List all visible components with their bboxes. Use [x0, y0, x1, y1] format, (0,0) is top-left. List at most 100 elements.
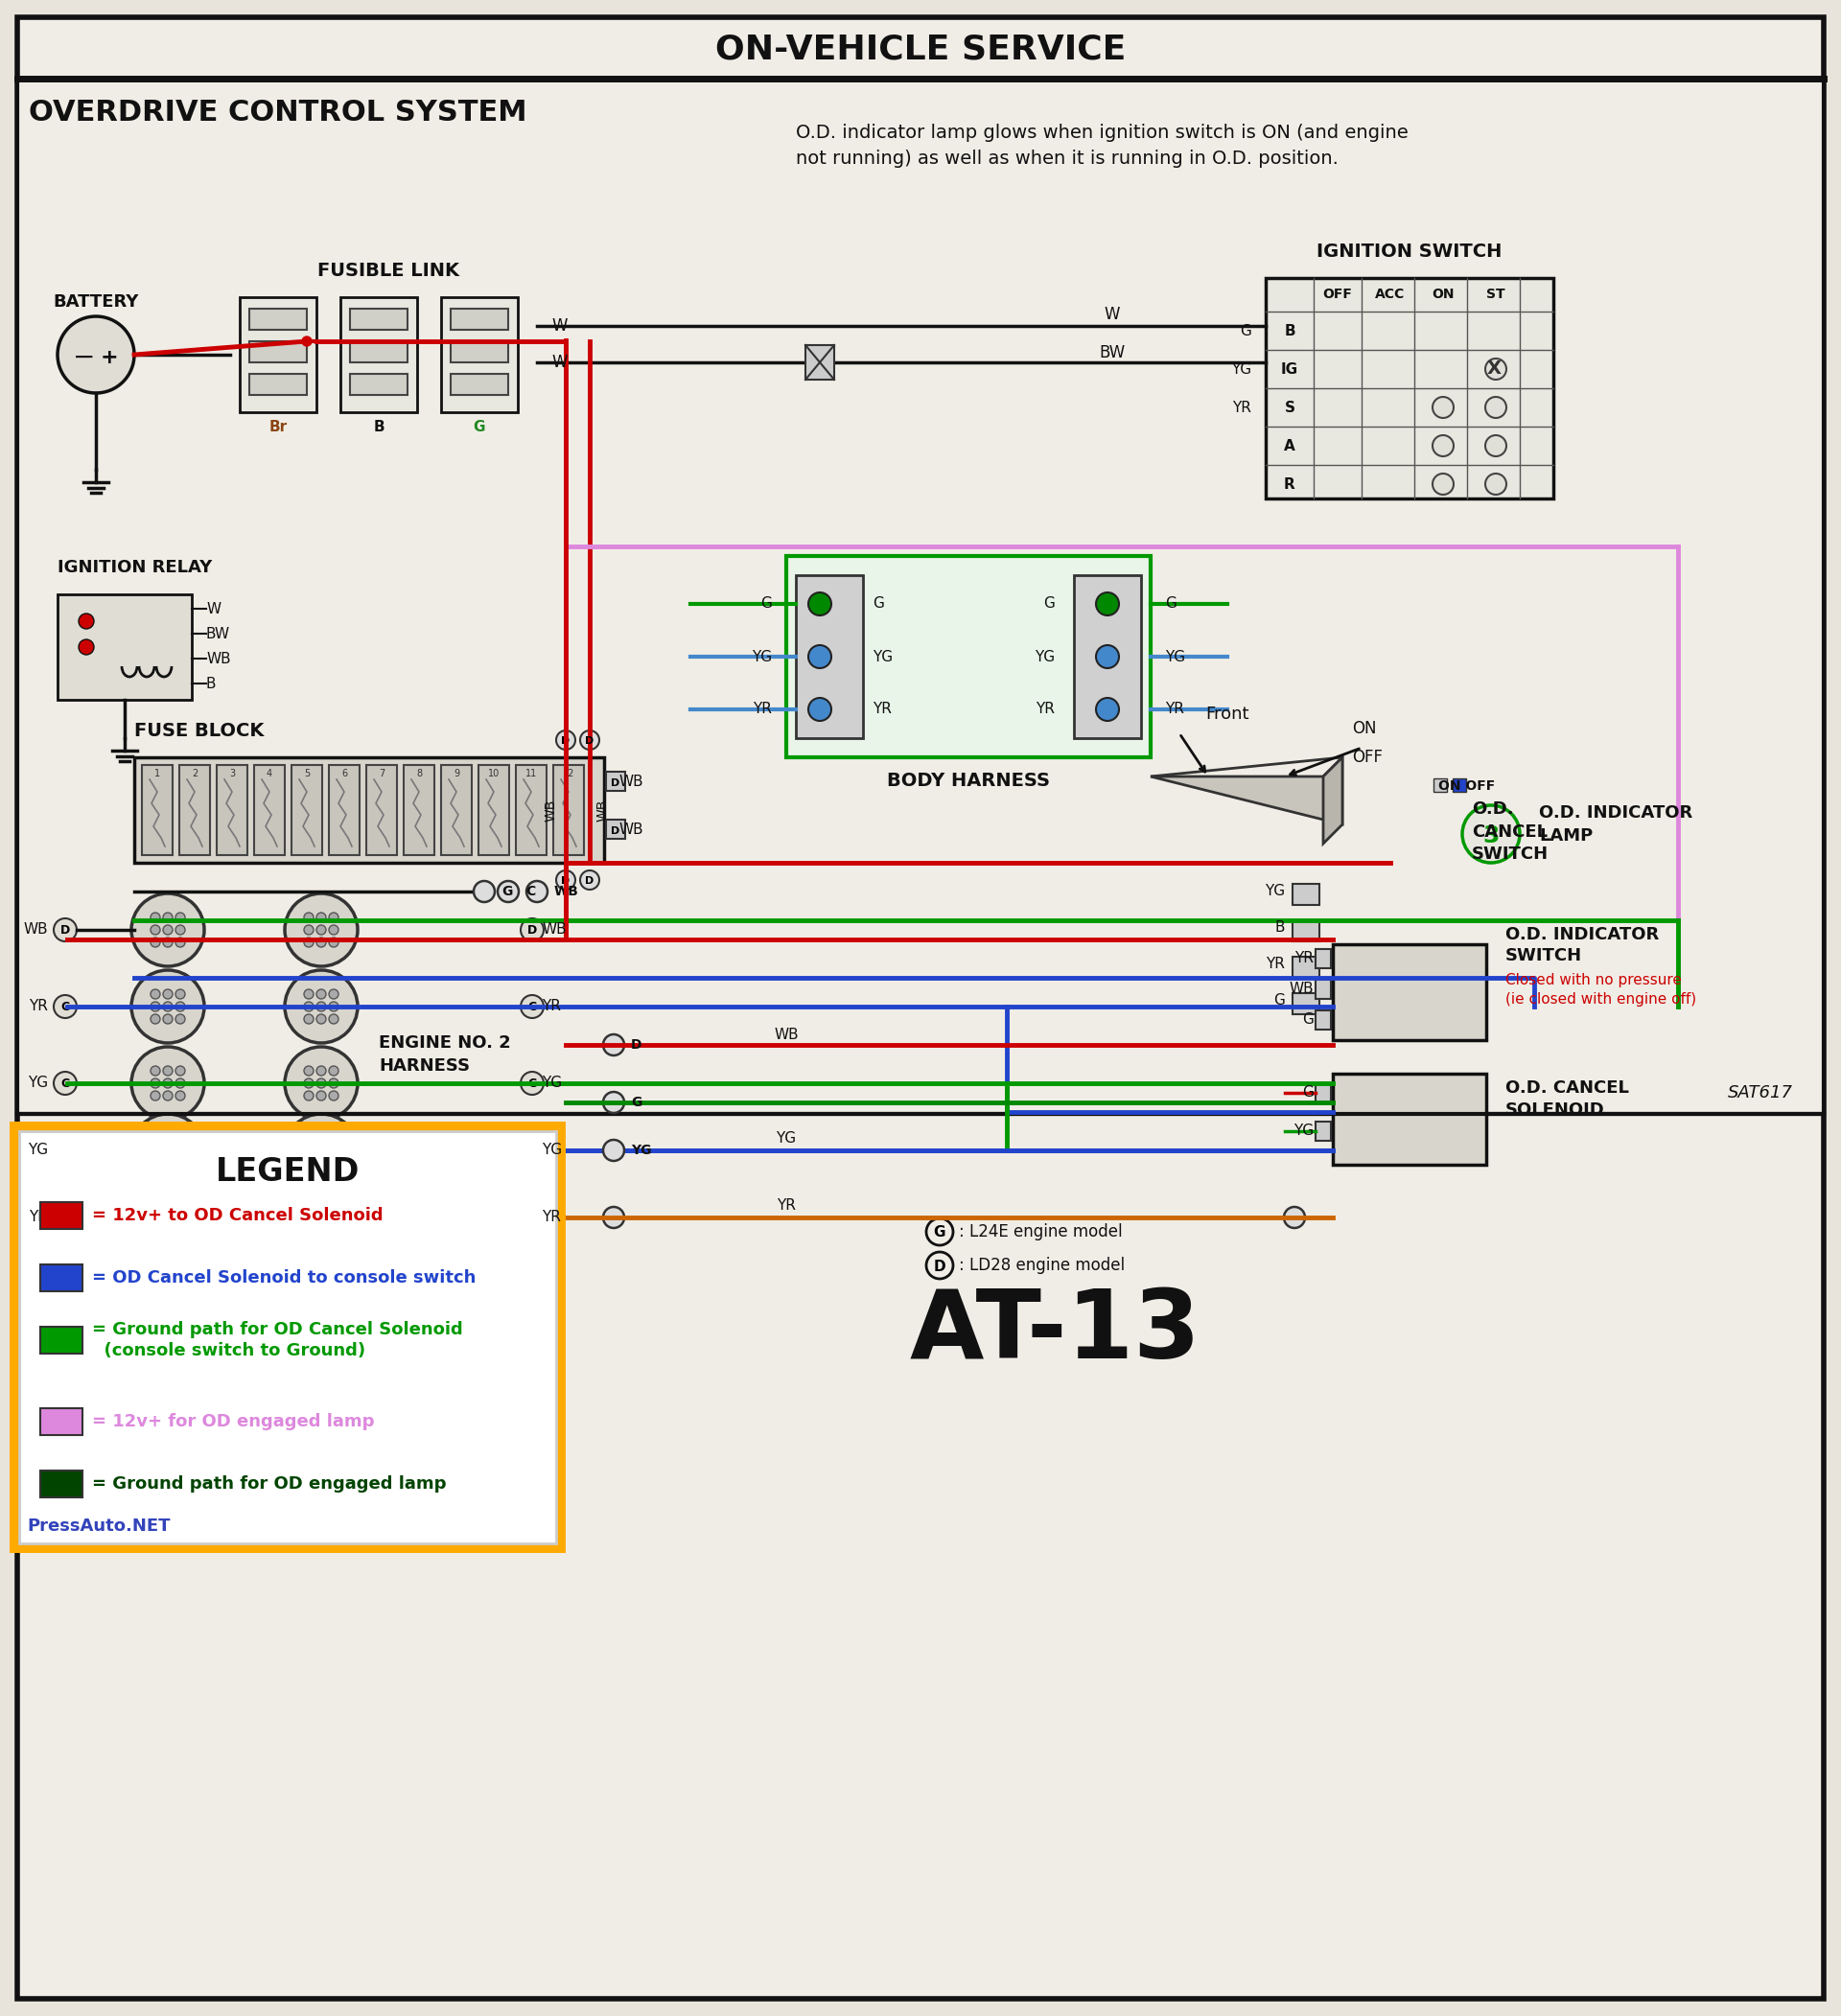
Circle shape — [304, 1002, 313, 1012]
Circle shape — [1432, 435, 1454, 456]
Bar — [239, 296, 317, 411]
Text: : LD28 engine model: : LD28 engine model — [959, 1256, 1125, 1274]
Text: ACC: ACC — [1375, 288, 1405, 300]
Bar — [1316, 980, 1331, 998]
Text: YR: YR — [1165, 702, 1184, 716]
Text: WB: WB — [773, 1028, 799, 1042]
Circle shape — [317, 1145, 326, 1155]
Circle shape — [164, 937, 173, 948]
Circle shape — [330, 1091, 339, 1101]
Text: YR: YR — [1267, 958, 1285, 972]
Circle shape — [473, 881, 495, 901]
Text: YR: YR — [753, 702, 771, 716]
Text: D: D — [61, 1212, 70, 1224]
Text: YR: YR — [1232, 401, 1252, 415]
Text: Closed with no pressure: Closed with no pressure — [1506, 974, 1681, 988]
Bar — [350, 373, 407, 395]
Circle shape — [302, 337, 311, 347]
Circle shape — [1486, 359, 1506, 379]
Text: C: C — [61, 1079, 70, 1091]
Bar — [403, 764, 434, 855]
Circle shape — [151, 1091, 160, 1101]
Text: B: B — [1274, 921, 1285, 935]
Circle shape — [304, 1145, 313, 1155]
Circle shape — [926, 1218, 954, 1246]
Bar — [795, 575, 863, 738]
Circle shape — [79, 613, 94, 629]
Circle shape — [164, 1002, 173, 1012]
Bar — [1267, 278, 1554, 498]
Circle shape — [304, 937, 313, 948]
Circle shape — [164, 1014, 173, 1024]
Text: D: D — [562, 736, 571, 746]
Bar — [606, 821, 626, 839]
Circle shape — [164, 1091, 173, 1101]
Text: W: W — [550, 353, 567, 371]
Bar — [606, 772, 626, 790]
Text: 9: 9 — [453, 768, 460, 778]
Circle shape — [53, 1206, 77, 1230]
Circle shape — [164, 1145, 173, 1155]
Bar — [515, 764, 547, 855]
Bar — [1292, 883, 1320, 905]
Circle shape — [304, 925, 313, 935]
Text: YG: YG — [631, 1143, 652, 1157]
Text: D: D — [585, 877, 595, 885]
Circle shape — [556, 871, 574, 889]
Circle shape — [175, 937, 186, 948]
Bar — [57, 595, 191, 700]
Text: D: D — [933, 1260, 946, 1274]
Text: PressAuto.NET: PressAuto.NET — [28, 1518, 169, 1534]
Bar — [134, 758, 604, 863]
Text: YG: YG — [873, 649, 893, 663]
Text: G: G — [631, 1097, 643, 1109]
Text: FUSE BLOCK: FUSE BLOCK — [134, 722, 263, 740]
Circle shape — [521, 919, 543, 941]
Circle shape — [1432, 397, 1454, 417]
Circle shape — [304, 1157, 313, 1167]
Text: 1: 1 — [155, 768, 160, 778]
Bar — [1316, 1083, 1331, 1103]
Text: WB: WB — [619, 774, 643, 788]
Text: ON: ON — [1351, 720, 1377, 738]
Text: Br: Br — [269, 419, 287, 433]
Text: 8: 8 — [416, 768, 422, 778]
Circle shape — [164, 990, 173, 998]
Text: B: B — [206, 675, 215, 691]
Circle shape — [175, 1066, 186, 1077]
Text: G: G — [473, 419, 486, 433]
Bar — [451, 308, 508, 331]
Bar — [1316, 1121, 1331, 1141]
Text: O.D. indicator lamp glows when ignition switch is ON (and engine
not running) as: O.D. indicator lamp glows when ignition … — [795, 123, 1408, 167]
Circle shape — [151, 925, 160, 935]
Text: WB: WB — [206, 651, 230, 665]
Bar — [179, 764, 210, 855]
Text: OVERDRIVE CONTROL SYSTEM: OVERDRIVE CONTROL SYSTEM — [29, 99, 527, 127]
Text: D: D — [611, 827, 620, 837]
Text: D: D — [585, 736, 595, 746]
Text: 10: 10 — [488, 768, 499, 778]
Circle shape — [175, 1091, 186, 1101]
Text: YR: YR — [873, 702, 891, 716]
Circle shape — [1462, 804, 1521, 863]
Bar — [1333, 1075, 1486, 1165]
Text: +: + — [101, 349, 118, 367]
Circle shape — [175, 1002, 186, 1012]
Text: YG: YG — [541, 1143, 562, 1157]
Text: BW: BW — [206, 627, 230, 641]
Text: W: W — [550, 317, 567, 335]
Bar — [350, 341, 407, 363]
Text: = Ground path for OD Cancel Solenoid
  (console switch to Ground): = Ground path for OD Cancel Solenoid (co… — [92, 1320, 462, 1359]
Circle shape — [808, 698, 832, 722]
Circle shape — [304, 990, 313, 998]
Bar — [249, 341, 307, 363]
Text: OFF: OFF — [1324, 288, 1353, 300]
Text: D: D — [527, 1212, 538, 1224]
Text: C: C — [61, 1002, 70, 1014]
Circle shape — [317, 990, 326, 998]
Text: G: G — [1165, 597, 1176, 611]
Text: Front: Front — [1206, 706, 1250, 724]
Text: 6: 6 — [341, 768, 348, 778]
Circle shape — [175, 1079, 186, 1089]
Circle shape — [164, 1066, 173, 1077]
